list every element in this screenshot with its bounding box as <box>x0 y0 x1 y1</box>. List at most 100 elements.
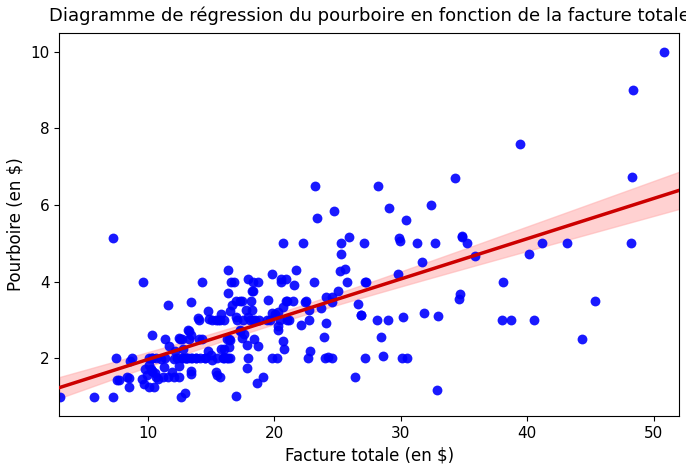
Point <box>320 355 331 362</box>
Point <box>257 374 268 381</box>
Point <box>417 259 428 266</box>
Point <box>231 392 242 400</box>
Point <box>202 347 213 354</box>
Point <box>329 207 340 214</box>
Point <box>247 278 258 285</box>
Point <box>206 316 217 324</box>
Point <box>199 355 210 362</box>
Point <box>529 316 540 324</box>
Point <box>358 240 369 247</box>
Point <box>230 297 241 305</box>
Point <box>243 313 254 321</box>
Point <box>248 316 259 324</box>
Point <box>359 355 370 362</box>
Point <box>327 355 338 362</box>
Point <box>282 316 293 324</box>
Point <box>309 182 320 190</box>
Point <box>376 333 387 341</box>
Point <box>217 355 228 362</box>
Point <box>185 331 196 339</box>
Point <box>350 374 361 381</box>
Point <box>147 355 158 362</box>
Point <box>186 367 197 374</box>
Point <box>254 316 265 324</box>
Point <box>296 321 307 328</box>
Point <box>123 383 134 391</box>
Point <box>290 267 301 274</box>
Point <box>224 355 235 362</box>
Point <box>216 310 227 317</box>
Point <box>272 308 283 316</box>
Point <box>281 297 292 305</box>
Point <box>195 355 206 362</box>
Point <box>524 250 535 258</box>
Point <box>394 234 405 242</box>
Point <box>252 342 263 350</box>
Point <box>193 316 204 324</box>
Point <box>232 316 243 324</box>
Point <box>263 297 274 304</box>
Point <box>196 335 207 343</box>
Point <box>55 393 66 400</box>
Point <box>267 309 278 317</box>
Point <box>235 327 246 335</box>
Point <box>514 141 525 148</box>
Point <box>139 381 150 388</box>
Point <box>316 304 327 312</box>
Point <box>164 342 175 350</box>
Point <box>241 341 252 349</box>
Point <box>191 355 202 362</box>
Point <box>228 278 239 285</box>
Point <box>278 240 289 247</box>
X-axis label: Facture totale (en $): Facture totale (en $) <box>285 446 454 464</box>
Point <box>156 355 167 363</box>
Point <box>279 345 289 353</box>
Point <box>143 355 154 362</box>
Point <box>160 335 171 343</box>
Point <box>248 335 259 343</box>
Point <box>289 281 300 288</box>
Point <box>218 355 229 362</box>
Point <box>282 297 293 305</box>
Point <box>355 311 366 318</box>
Point <box>211 371 222 379</box>
Point <box>184 327 195 334</box>
Point <box>627 86 638 94</box>
Point <box>431 386 442 394</box>
Point <box>283 316 294 324</box>
Point <box>372 316 383 324</box>
Point <box>197 278 208 285</box>
Point <box>304 316 315 324</box>
Point <box>303 355 314 362</box>
Point <box>320 319 331 327</box>
Point <box>146 332 157 339</box>
Point <box>288 297 299 305</box>
Point <box>168 374 179 381</box>
Point <box>176 393 187 400</box>
Point <box>326 298 337 305</box>
Point <box>237 334 248 341</box>
Point <box>377 353 388 360</box>
Point <box>222 335 233 343</box>
Point <box>206 356 217 364</box>
Point <box>168 356 179 363</box>
Point <box>230 314 241 321</box>
Point <box>224 336 235 344</box>
Point <box>163 301 174 309</box>
Point <box>249 316 260 324</box>
Point <box>372 182 383 190</box>
Point <box>335 240 346 247</box>
Point <box>226 301 237 309</box>
Point <box>206 351 217 358</box>
Point <box>361 278 372 285</box>
Point <box>311 215 322 222</box>
Point <box>212 354 223 361</box>
Point <box>497 278 508 285</box>
Point <box>242 355 253 362</box>
Point <box>224 343 235 350</box>
Point <box>237 297 248 305</box>
Point <box>576 335 587 343</box>
Point <box>237 316 248 324</box>
Point <box>300 297 311 305</box>
Point <box>418 309 429 317</box>
